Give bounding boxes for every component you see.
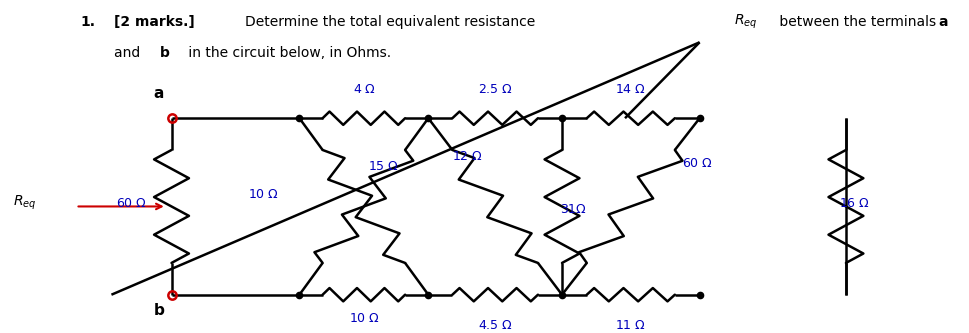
Text: b: b — [160, 46, 170, 60]
Text: and: and — [114, 46, 145, 60]
Text: 11 $\Omega$: 11 $\Omega$ — [615, 319, 646, 332]
Text: 12 $\Omega$: 12 $\Omega$ — [452, 150, 483, 163]
Text: in the circuit below, in Ohms.: in the circuit below, in Ohms. — [184, 46, 391, 60]
Text: 4 $\Omega$: 4 $\Omega$ — [353, 83, 376, 97]
Text: b: b — [153, 303, 165, 318]
Text: 1.: 1. — [80, 15, 95, 29]
Text: 31$\Omega$: 31$\Omega$ — [560, 203, 587, 216]
Text: [2 marks.]: [2 marks.] — [114, 15, 195, 29]
Text: 15 $\Omega$: 15 $\Omega$ — [368, 160, 399, 173]
Text: Determine the total equivalent resistance: Determine the total equivalent resistanc… — [245, 15, 540, 29]
Text: a: a — [154, 86, 164, 101]
Text: $R_{eq}$: $R_{eq}$ — [13, 194, 36, 212]
Text: 60 $\Omega$: 60 $\Omega$ — [116, 196, 147, 210]
Text: 10 $\Omega$: 10 $\Omega$ — [248, 188, 279, 201]
Text: 10 $\Omega$: 10 $\Omega$ — [349, 311, 380, 325]
Text: $R_{eq}$: $R_{eq}$ — [734, 13, 757, 31]
Text: 2.5 $\Omega$: 2.5 $\Omega$ — [478, 83, 513, 97]
Text: 60 $\Omega$: 60 $\Omega$ — [682, 157, 713, 170]
Text: 4.5 $\Omega$: 4.5 $\Omega$ — [478, 319, 513, 332]
Text: 14 $\Omega$: 14 $\Omega$ — [615, 83, 646, 97]
Text: a: a — [938, 15, 948, 29]
Text: between the terminals: between the terminals — [775, 15, 941, 29]
Text: 16 $\Omega$: 16 $\Omega$ — [839, 196, 870, 210]
